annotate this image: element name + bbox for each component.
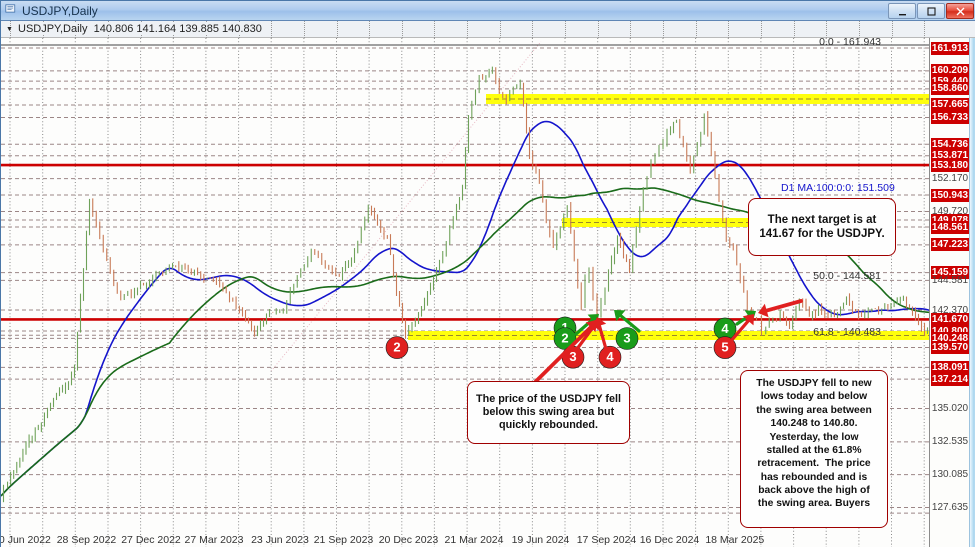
svg-text:3: 3 [623, 331, 630, 346]
svg-text:4: 4 [606, 349, 614, 364]
svg-text:3: 3 [569, 349, 576, 364]
svg-text:D1 MA:100:0:0: 151.509: D1 MA:100:0:0: 151.509 [781, 182, 895, 194]
svg-text:50.0 - 144.581: 50.0 - 144.581 [813, 270, 881, 282]
svg-text:2: 2 [393, 340, 400, 355]
svg-text:0.0 - 161.943: 0.0 - 161.943 [819, 38, 881, 48]
svg-text:4: 4 [721, 321, 729, 336]
svg-text:5: 5 [721, 340, 728, 355]
svg-text:61.8 - 140.483: 61.8 - 140.483 [813, 326, 881, 338]
svg-text:2: 2 [561, 331, 568, 346]
